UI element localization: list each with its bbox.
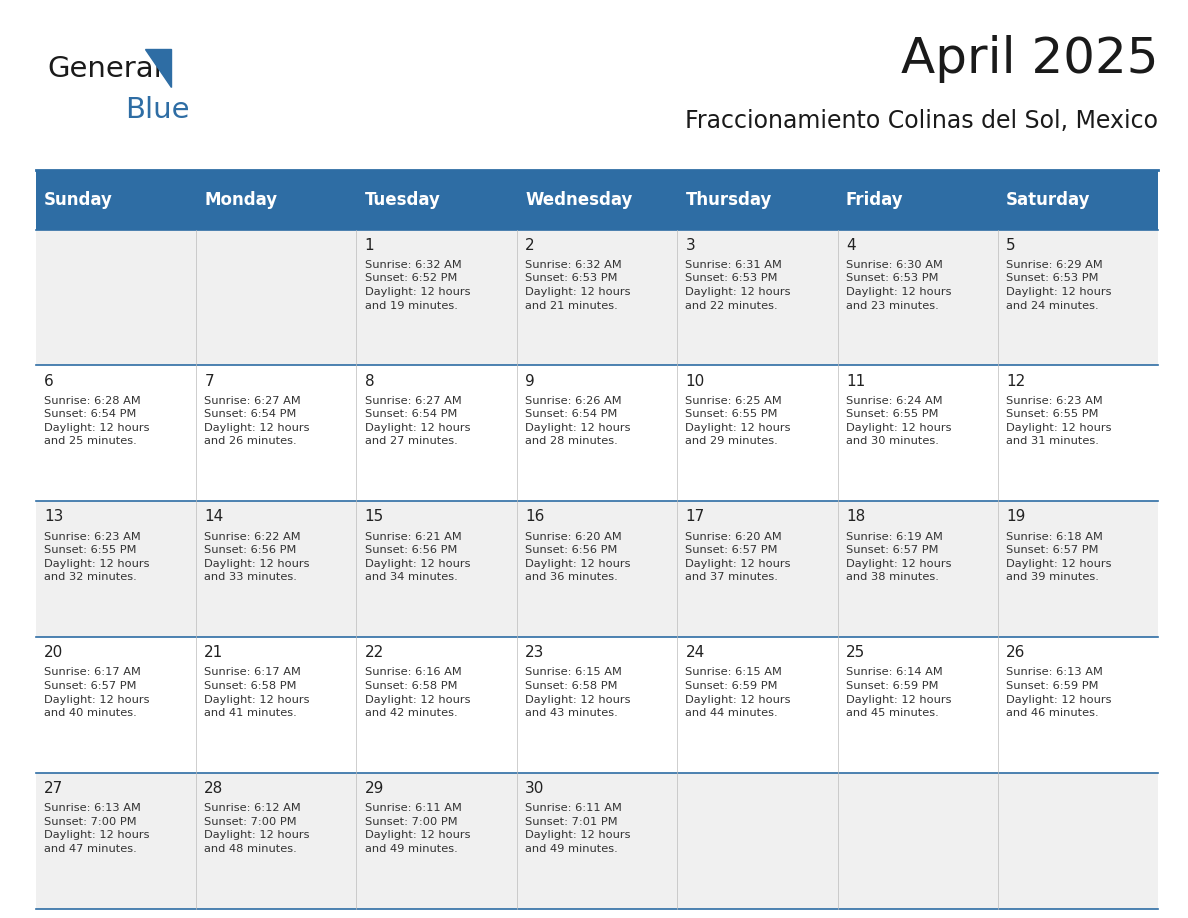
Text: Wednesday: Wednesday	[525, 191, 632, 208]
Text: Sunday: Sunday	[44, 191, 113, 208]
Text: 27: 27	[44, 781, 63, 796]
Text: Sunrise: 6:17 AM
Sunset: 6:57 PM
Daylight: 12 hours
and 40 minutes.: Sunrise: 6:17 AM Sunset: 6:57 PM Dayligh…	[44, 667, 150, 718]
Text: Sunrise: 6:26 AM
Sunset: 6:54 PM
Daylight: 12 hours
and 28 minutes.: Sunrise: 6:26 AM Sunset: 6:54 PM Dayligh…	[525, 396, 631, 446]
Text: 14: 14	[204, 509, 223, 524]
FancyBboxPatch shape	[36, 365, 1158, 501]
Text: 1: 1	[365, 238, 374, 252]
Text: 22: 22	[365, 645, 384, 660]
Text: 16: 16	[525, 509, 544, 524]
FancyBboxPatch shape	[36, 170, 1158, 230]
Text: Sunrise: 6:32 AM
Sunset: 6:53 PM
Daylight: 12 hours
and 21 minutes.: Sunrise: 6:32 AM Sunset: 6:53 PM Dayligh…	[525, 260, 631, 310]
Text: Sunrise: 6:12 AM
Sunset: 7:00 PM
Daylight: 12 hours
and 48 minutes.: Sunrise: 6:12 AM Sunset: 7:00 PM Dayligh…	[204, 803, 310, 854]
Text: Sunrise: 6:30 AM
Sunset: 6:53 PM
Daylight: 12 hours
and 23 minutes.: Sunrise: 6:30 AM Sunset: 6:53 PM Dayligh…	[846, 260, 952, 310]
Text: General: General	[48, 54, 163, 83]
FancyBboxPatch shape	[36, 773, 1158, 909]
Text: Sunrise: 6:16 AM
Sunset: 6:58 PM
Daylight: 12 hours
and 42 minutes.: Sunrise: 6:16 AM Sunset: 6:58 PM Dayligh…	[365, 667, 470, 718]
Text: Sunrise: 6:20 AM
Sunset: 6:57 PM
Daylight: 12 hours
and 37 minutes.: Sunrise: 6:20 AM Sunset: 6:57 PM Dayligh…	[685, 532, 791, 582]
Text: Sunrise: 6:21 AM
Sunset: 6:56 PM
Daylight: 12 hours
and 34 minutes.: Sunrise: 6:21 AM Sunset: 6:56 PM Dayligh…	[365, 532, 470, 582]
Text: Sunrise: 6:15 AM
Sunset: 6:59 PM
Daylight: 12 hours
and 44 minutes.: Sunrise: 6:15 AM Sunset: 6:59 PM Dayligh…	[685, 667, 791, 718]
Text: Monday: Monday	[204, 191, 278, 208]
Text: Sunrise: 6:22 AM
Sunset: 6:56 PM
Daylight: 12 hours
and 33 minutes.: Sunrise: 6:22 AM Sunset: 6:56 PM Dayligh…	[204, 532, 310, 582]
Text: 23: 23	[525, 645, 544, 660]
Text: 21: 21	[204, 645, 223, 660]
Text: Sunrise: 6:23 AM
Sunset: 6:55 PM
Daylight: 12 hours
and 32 minutes.: Sunrise: 6:23 AM Sunset: 6:55 PM Dayligh…	[44, 532, 150, 582]
Text: 7: 7	[204, 374, 214, 388]
Text: 19: 19	[1006, 509, 1025, 524]
Text: Sunrise: 6:25 AM
Sunset: 6:55 PM
Daylight: 12 hours
and 29 minutes.: Sunrise: 6:25 AM Sunset: 6:55 PM Dayligh…	[685, 396, 791, 446]
Text: Saturday: Saturday	[1006, 191, 1091, 208]
Text: Sunrise: 6:13 AM
Sunset: 6:59 PM
Daylight: 12 hours
and 46 minutes.: Sunrise: 6:13 AM Sunset: 6:59 PM Dayligh…	[1006, 667, 1112, 718]
Text: Blue: Blue	[125, 95, 189, 124]
Text: 8: 8	[365, 374, 374, 388]
Text: Sunrise: 6:11 AM
Sunset: 7:01 PM
Daylight: 12 hours
and 49 minutes.: Sunrise: 6:11 AM Sunset: 7:01 PM Dayligh…	[525, 803, 631, 854]
Text: 28: 28	[204, 781, 223, 796]
Text: Sunrise: 6:32 AM
Sunset: 6:52 PM
Daylight: 12 hours
and 19 minutes.: Sunrise: 6:32 AM Sunset: 6:52 PM Dayligh…	[365, 260, 470, 310]
Text: April 2025: April 2025	[901, 35, 1158, 83]
Text: Sunrise: 6:31 AM
Sunset: 6:53 PM
Daylight: 12 hours
and 22 minutes.: Sunrise: 6:31 AM Sunset: 6:53 PM Dayligh…	[685, 260, 791, 310]
Text: Sunrise: 6:13 AM
Sunset: 7:00 PM
Daylight: 12 hours
and 47 minutes.: Sunrise: 6:13 AM Sunset: 7:00 PM Dayligh…	[44, 803, 150, 854]
Text: 29: 29	[365, 781, 384, 796]
Text: Sunrise: 6:23 AM
Sunset: 6:55 PM
Daylight: 12 hours
and 31 minutes.: Sunrise: 6:23 AM Sunset: 6:55 PM Dayligh…	[1006, 396, 1112, 446]
Text: Tuesday: Tuesday	[365, 191, 441, 208]
Text: 25: 25	[846, 645, 865, 660]
Text: Sunrise: 6:28 AM
Sunset: 6:54 PM
Daylight: 12 hours
and 25 minutes.: Sunrise: 6:28 AM Sunset: 6:54 PM Dayligh…	[44, 396, 150, 446]
Text: 9: 9	[525, 374, 535, 388]
Text: Sunrise: 6:27 AM
Sunset: 6:54 PM
Daylight: 12 hours
and 27 minutes.: Sunrise: 6:27 AM Sunset: 6:54 PM Dayligh…	[365, 396, 470, 446]
Text: Sunrise: 6:17 AM
Sunset: 6:58 PM
Daylight: 12 hours
and 41 minutes.: Sunrise: 6:17 AM Sunset: 6:58 PM Dayligh…	[204, 667, 310, 718]
Text: 6: 6	[44, 374, 53, 388]
Text: 11: 11	[846, 374, 865, 388]
Text: 24: 24	[685, 645, 704, 660]
Polygon shape	[145, 49, 171, 87]
Text: Fraccionamiento Colinas del Sol, Mexico: Fraccionamiento Colinas del Sol, Mexico	[685, 109, 1158, 133]
Text: Sunrise: 6:24 AM
Sunset: 6:55 PM
Daylight: 12 hours
and 30 minutes.: Sunrise: 6:24 AM Sunset: 6:55 PM Dayligh…	[846, 396, 952, 446]
Text: 26: 26	[1006, 645, 1025, 660]
Text: Thursday: Thursday	[685, 191, 772, 208]
Text: Sunrise: 6:27 AM
Sunset: 6:54 PM
Daylight: 12 hours
and 26 minutes.: Sunrise: 6:27 AM Sunset: 6:54 PM Dayligh…	[204, 396, 310, 446]
Text: 18: 18	[846, 509, 865, 524]
Text: 12: 12	[1006, 374, 1025, 388]
FancyBboxPatch shape	[36, 501, 1158, 637]
Text: Sunrise: 6:18 AM
Sunset: 6:57 PM
Daylight: 12 hours
and 39 minutes.: Sunrise: 6:18 AM Sunset: 6:57 PM Dayligh…	[1006, 532, 1112, 582]
Text: Sunrise: 6:11 AM
Sunset: 7:00 PM
Daylight: 12 hours
and 49 minutes.: Sunrise: 6:11 AM Sunset: 7:00 PM Dayligh…	[365, 803, 470, 854]
FancyBboxPatch shape	[36, 637, 1158, 773]
Text: Sunrise: 6:29 AM
Sunset: 6:53 PM
Daylight: 12 hours
and 24 minutes.: Sunrise: 6:29 AM Sunset: 6:53 PM Dayligh…	[1006, 260, 1112, 310]
Text: Friday: Friday	[846, 191, 904, 208]
Text: 15: 15	[365, 509, 384, 524]
Text: Sunrise: 6:14 AM
Sunset: 6:59 PM
Daylight: 12 hours
and 45 minutes.: Sunrise: 6:14 AM Sunset: 6:59 PM Dayligh…	[846, 667, 952, 718]
Text: 10: 10	[685, 374, 704, 388]
Text: Sunrise: 6:19 AM
Sunset: 6:57 PM
Daylight: 12 hours
and 38 minutes.: Sunrise: 6:19 AM Sunset: 6:57 PM Dayligh…	[846, 532, 952, 582]
Text: 3: 3	[685, 238, 695, 252]
Text: 4: 4	[846, 238, 855, 252]
Text: Sunrise: 6:15 AM
Sunset: 6:58 PM
Daylight: 12 hours
and 43 minutes.: Sunrise: 6:15 AM Sunset: 6:58 PM Dayligh…	[525, 667, 631, 718]
FancyBboxPatch shape	[36, 230, 1158, 365]
Text: 2: 2	[525, 238, 535, 252]
Text: 5: 5	[1006, 238, 1016, 252]
Text: 30: 30	[525, 781, 544, 796]
Text: 13: 13	[44, 509, 63, 524]
Text: 20: 20	[44, 645, 63, 660]
Text: 17: 17	[685, 509, 704, 524]
Text: Sunrise: 6:20 AM
Sunset: 6:56 PM
Daylight: 12 hours
and 36 minutes.: Sunrise: 6:20 AM Sunset: 6:56 PM Dayligh…	[525, 532, 631, 582]
